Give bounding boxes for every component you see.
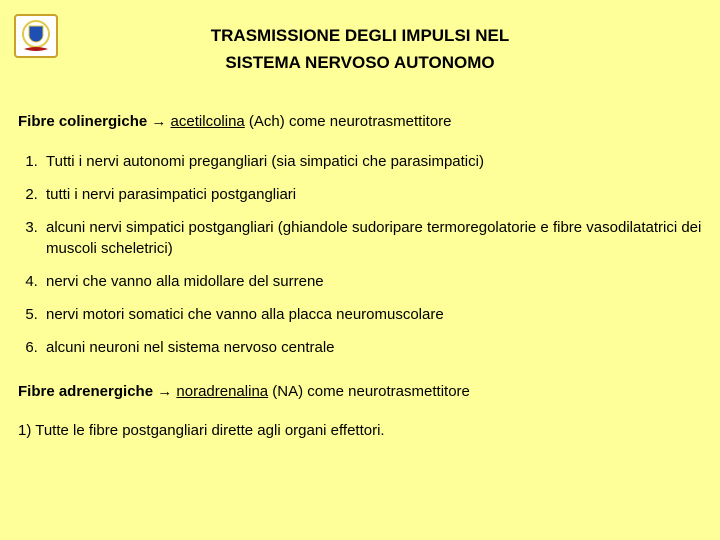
cholinergic-underline: acetilcolina	[171, 113, 245, 130]
title-line-2: SISTEMA NERVOSO AUTONOMO	[18, 49, 702, 76]
adrenergic-item-1: 1) Tutte le fibre postgangliari dirette …	[18, 420, 702, 443]
adrenergic-heading: Fibre adrenergiche → noradrenalina (NA) …	[18, 382, 702, 402]
cholinergic-label: Fibre colinergiche	[18, 113, 147, 130]
slide: TRASMISSIONE DEGLI IMPULSI NEL SISTEMA N…	[0, 0, 720, 540]
adrenergic-label: Fibre adrenergiche	[18, 383, 153, 400]
emblem-logo	[14, 14, 58, 58]
cholinergic-item-5: nervi motori somatici che vanno alla pla…	[42, 304, 702, 325]
cholinergic-rest: (Ach) come neurotrasmettitore	[245, 113, 452, 130]
cholinergic-item-6: alcuni neuroni nel sistema nervoso centr…	[42, 337, 702, 358]
cholinergic-item-3: alcuni nervi simpatici postgangliari (gh…	[42, 217, 702, 259]
slide-title: TRASMISSIONE DEGLI IMPULSI NEL SISTEMA N…	[18, 22, 702, 76]
adrenergic-underline: noradrenalina	[176, 383, 268, 400]
adrenergic-rest: (NA) come neurotrasmettitore	[268, 383, 470, 400]
cholinergic-list: Tutti i nervi autonomi pregangliari (sia…	[18, 151, 702, 358]
title-line-1: TRASMISSIONE DEGLI IMPULSI NEL	[18, 22, 702, 49]
cholinergic-item-4: nervi che vanno alla midollare del surre…	[42, 271, 702, 292]
arrow: →	[147, 113, 170, 130]
cholinergic-section: Fibre colinergiche → acetilcolina (Ach) …	[18, 112, 702, 357]
adrenergic-section: Fibre adrenergiche → noradrenalina (NA) …	[18, 382, 702, 443]
arrow: →	[153, 383, 176, 400]
cholinergic-item-1: Tutti i nervi autonomi pregangliari (sia…	[42, 151, 702, 172]
cholinergic-heading: Fibre colinergiche → acetilcolina (Ach) …	[18, 112, 702, 132]
cholinergic-item-2: tutti i nervi parasimpatici postgangliar…	[42, 184, 702, 205]
